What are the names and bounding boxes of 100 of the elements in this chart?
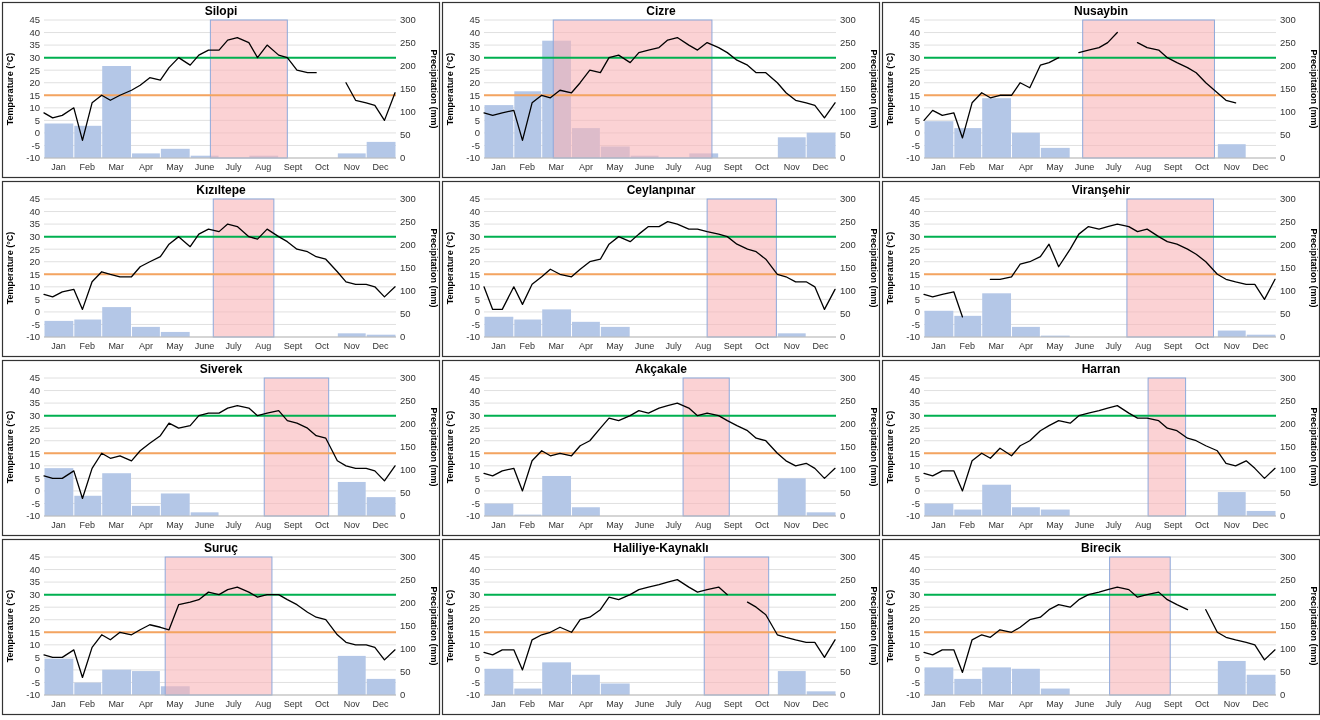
y-tick-label: 30 (469, 51, 480, 63)
x-tick-label: Jan (931, 341, 946, 351)
x-tick-label: June (1074, 520, 1095, 530)
y2-tick-label: 250 (840, 395, 856, 407)
x-tick-label: Nov (343, 699, 361, 709)
y-tick-label: 15 (29, 268, 40, 280)
y-tick-label: 15 (909, 89, 920, 101)
y-tick-label: 0 (474, 306, 480, 318)
y-axis-title: Temperature (°C) (5, 52, 15, 126)
x-tick-label: Mar (108, 162, 124, 172)
y-tick-label: 0 (34, 127, 40, 139)
y2-tick-label: 0 (840, 152, 846, 164)
y-tick-label: 30 (29, 409, 40, 421)
y2-tick-label: 100 (840, 464, 856, 476)
y-tick-label: 45 (469, 193, 480, 205)
x-tick-label: May (166, 162, 184, 172)
x-tick-label: July (665, 341, 682, 351)
y-tick-label: -5 (471, 318, 480, 330)
chart-title: Haliliye-Kaynaklı (613, 541, 709, 555)
y-axis-title: Temperature (°C) (445, 589, 455, 663)
y-tick-label: 35 (29, 39, 40, 51)
y2-tick-label: 100 (840, 106, 856, 118)
y-tick-label: 35 (469, 397, 480, 409)
x-tick-label: Apr (138, 341, 153, 351)
y2-tick-label: 150 (1280, 83, 1296, 95)
x-tick-label: Feb (79, 341, 96, 351)
y2-tick-label: 50 (400, 308, 411, 320)
y2-tick-label: 150 (1280, 620, 1296, 632)
y-tick-label: 5 (914, 472, 920, 484)
y-tick-label: 5 (34, 472, 40, 484)
y-tick-label: 40 (469, 563, 480, 575)
x-tick-label: Nov (343, 520, 361, 530)
y2-axis-title: Precipitation (mm) (429, 586, 439, 666)
y2-tick-label: 0 (840, 510, 846, 522)
x-tick-label: Sept (723, 341, 743, 351)
y-tick-label: 0 (474, 127, 480, 139)
x-tick-label: Feb (519, 699, 536, 709)
x-tick-label: Feb (79, 699, 96, 709)
y-tick-label: 40 (909, 26, 920, 38)
y-tick-label: 30 (29, 51, 40, 63)
y-tick-label: 30 (469, 588, 480, 600)
y-tick-label: 20 (469, 435, 480, 447)
x-tick-label: Apr (578, 699, 593, 709)
y-tick-label: 40 (909, 384, 920, 396)
y2-tick-label: 0 (840, 689, 846, 701)
y-axis-title: Temperature (°C) (5, 410, 15, 484)
y-tick-label: 25 (909, 422, 920, 434)
chart-title: Nusaybin (1073, 4, 1129, 18)
y-tick-label: 35 (909, 576, 920, 588)
y2-tick-label: 300 (840, 193, 856, 205)
y-tick-label: 25 (469, 422, 480, 434)
x-tick-label: Dec (812, 699, 830, 709)
x-tick-label: Dec (1252, 699, 1270, 709)
chart-title: Akçakale (634, 362, 688, 376)
y-tick-label: -10 (466, 331, 480, 343)
y-tick-label: 0 (34, 306, 40, 318)
x-tick-label: Jan (491, 699, 506, 709)
x-tick-label: Sept (1163, 162, 1183, 172)
x-tick-label: June (634, 162, 655, 172)
x-tick-label: Oct (314, 341, 330, 351)
y2-axis-title: Precipitation (mm) (429, 407, 439, 487)
x-tick-label: Nov (343, 341, 361, 351)
x-tick-label: Mar (548, 520, 564, 530)
y-tick-label: 15 (29, 626, 40, 638)
chart-title: Siverek (199, 362, 243, 376)
y2-tick-label: 300 (400, 14, 416, 26)
y-tick-label: 35 (29, 218, 40, 230)
y-tick-label: 25 (29, 243, 40, 255)
x-tick-label: Oct (1194, 162, 1210, 172)
y-tick-label: 20 (469, 256, 480, 268)
x-tick-label: May (166, 341, 184, 351)
x-tick-label: May (1046, 162, 1064, 172)
x-tick-label: Nov (1223, 520, 1241, 530)
x-tick-label: Nov (783, 341, 801, 351)
y-tick-label: 15 (909, 626, 920, 638)
x-tick-label: Jan (931, 699, 946, 709)
x-tick-label: Aug (255, 520, 272, 530)
y-tick-label: 0 (474, 485, 480, 497)
y2-tick-label: 200 (400, 239, 416, 251)
y2-tick-label: 100 (840, 643, 856, 655)
x-tick-label: Aug (1135, 341, 1152, 351)
y2-tick-label: 250 (400, 37, 416, 49)
y2-tick-label: 100 (400, 643, 416, 655)
y-tick-label: 40 (909, 205, 920, 217)
x-tick-label: Apr (1018, 162, 1033, 172)
y2-axis-title: Precipitation (mm) (869, 407, 879, 487)
x-tick-label: Jan (51, 341, 66, 351)
y-tick-label: 35 (29, 397, 40, 409)
x-tick-label: June (194, 520, 215, 530)
x-tick-label: July (665, 699, 682, 709)
y2-axis-title: Precipitation (mm) (1309, 49, 1319, 129)
x-tick-label: Feb (519, 520, 536, 530)
x-tick-label: Aug (1135, 699, 1152, 709)
y2-tick-label: 50 (840, 129, 851, 141)
chart-title: Kızıltepe (196, 183, 246, 197)
y-tick-label: 25 (29, 64, 40, 76)
y-tick-label: -5 (911, 139, 920, 151)
y-tick-label: 45 (909, 372, 920, 384)
y2-tick-label: 0 (400, 689, 406, 701)
y2-tick-label: 50 (400, 666, 411, 678)
